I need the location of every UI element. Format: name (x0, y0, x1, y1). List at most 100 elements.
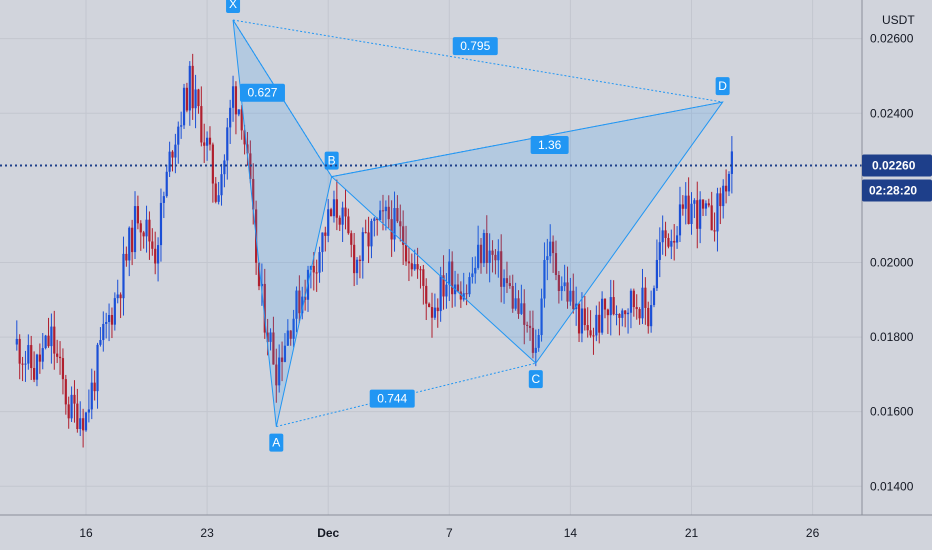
pattern-point-x[interactable]: X (226, 0, 241, 13)
pattern-point-box (269, 433, 284, 452)
time-tick-label: 7 (446, 526, 453, 540)
candle-body (332, 199, 336, 217)
ratio-box (369, 389, 415, 408)
candle-body (240, 109, 243, 131)
pattern-point-c[interactable]: C (528, 370, 543, 389)
candle-body (257, 262, 261, 287)
candle-body (197, 89, 200, 107)
price-ticks: 0.02600 0.02400 0.02000 0.01800 0.01600 0.014… (870, 32, 914, 494)
price-axis[interactable]: USDT (861, 0, 932, 515)
harmonic-pattern[interactable]: X A B C D 0.627 0.795 1.36 0.744 (226, 0, 730, 452)
candle-body (413, 264, 416, 270)
candle-body (402, 226, 405, 245)
candle-body (133, 206, 137, 253)
pattern-point-label: D (718, 79, 727, 93)
candle-body (318, 252, 321, 273)
ratio-label[interactable]: 0.795 (452, 37, 498, 56)
price-tick-label: 0.01800 (870, 330, 914, 344)
candle-body (396, 208, 399, 222)
candle-body (488, 250, 491, 264)
pattern-point-label: B (328, 154, 336, 168)
ratio-label[interactable]: 1.36 (530, 135, 569, 154)
candle-body (497, 251, 500, 261)
candle-body (667, 237, 670, 247)
candle-body (430, 307, 434, 318)
ratio-label[interactable]: 0.627 (239, 83, 285, 102)
candle-body (286, 330, 289, 346)
candle-body (87, 409, 90, 413)
time-tick-label: 23 (200, 526, 214, 540)
price-tick-label: 0.02400 (870, 106, 914, 120)
time-tick-label: 16 (79, 526, 93, 540)
ratio-text: 0.795 (460, 39, 490, 53)
ratio-text: 0.627 (247, 86, 277, 100)
candle-body (707, 203, 710, 206)
candle-body (182, 87, 186, 126)
time-tick-label: 21 (685, 526, 699, 540)
price-tick-label: 0.02000 (870, 255, 914, 269)
candle-body (355, 259, 359, 274)
time-axis[interactable] (0, 514, 932, 550)
candle-body (266, 332, 269, 342)
candle-body (35, 354, 39, 380)
candle-body (448, 261, 451, 285)
candle-body (586, 325, 589, 331)
candle-body (425, 285, 428, 304)
candle-body (598, 314, 601, 333)
ratio-box (239, 83, 285, 102)
candle-body (73, 394, 76, 404)
countdown-box (862, 179, 932, 202)
candle-body (465, 293, 468, 295)
pattern-point-a[interactable]: A (269, 433, 284, 452)
candle-body (494, 254, 497, 261)
candle-body (125, 253, 128, 261)
candle-body (531, 327, 535, 353)
candle-body (82, 418, 85, 431)
candle-body (502, 278, 506, 287)
candle-body (177, 126, 180, 145)
ratio-label[interactable]: 0.744 (369, 389, 415, 408)
pattern-point-d[interactable]: D (715, 77, 730, 96)
candle-body (560, 286, 563, 292)
candle-body (280, 357, 284, 362)
pattern-point-b[interactable]: B (324, 151, 339, 170)
candle-body (220, 174, 223, 196)
candle-body (471, 273, 474, 278)
candle-body (624, 310, 627, 315)
candle-body (606, 309, 609, 316)
candle-body (76, 403, 79, 430)
candle-body (456, 284, 460, 292)
candle-body (56, 353, 59, 357)
candle-body (381, 210, 385, 212)
candle-body (324, 232, 327, 236)
candle-body (191, 65, 194, 109)
candle-body (105, 322, 108, 324)
candle-body (61, 358, 65, 380)
candle-body (661, 230, 664, 243)
candle-body (364, 232, 367, 234)
pattern-point-box (226, 0, 241, 13)
candle-body (416, 264, 419, 270)
ratio-text: 0.744 (377, 392, 407, 406)
ratio-box (452, 37, 498, 56)
candle-body (589, 330, 592, 336)
candle-body (644, 287, 647, 308)
candle-body (704, 203, 708, 209)
candle-body (439, 275, 442, 312)
pattern-triangle-bcd[interactable] (330, 101, 724, 364)
pattern-point-box (715, 77, 730, 96)
candle-body (664, 230, 667, 238)
candle-body (540, 298, 543, 336)
candle-body (214, 183, 217, 202)
candle-body (246, 144, 249, 154)
candle-body (477, 244, 480, 268)
candle-body (30, 345, 33, 369)
candle-body (47, 335, 50, 347)
candle-body (422, 269, 425, 286)
candle-body (96, 344, 99, 392)
candle-body (373, 218, 376, 221)
candle-body (658, 242, 661, 260)
candle-body (298, 290, 301, 314)
